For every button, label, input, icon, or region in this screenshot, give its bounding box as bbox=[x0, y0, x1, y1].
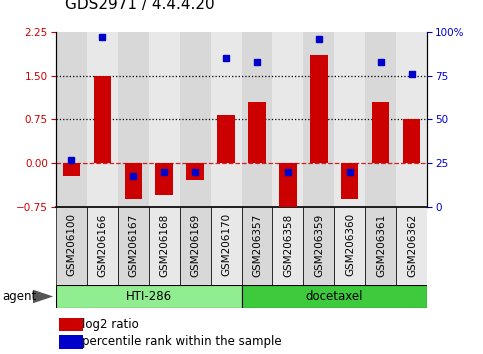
Bar bbox=[366, 32, 397, 207]
Bar bbox=[341, 163, 358, 200]
Bar bbox=[149, 32, 180, 207]
Bar bbox=[211, 32, 242, 207]
Bar bbox=[303, 32, 334, 207]
Bar bbox=[272, 207, 303, 285]
Bar bbox=[242, 285, 427, 308]
Text: GSM206168: GSM206168 bbox=[159, 213, 169, 276]
Text: GSM206357: GSM206357 bbox=[252, 213, 262, 276]
Bar bbox=[117, 207, 149, 285]
Bar bbox=[56, 32, 86, 207]
Bar bbox=[56, 285, 242, 308]
Bar bbox=[403, 120, 421, 163]
Text: GSM206100: GSM206100 bbox=[66, 213, 76, 276]
Bar bbox=[56, 207, 86, 285]
Bar bbox=[366, 207, 397, 285]
Bar bbox=[372, 102, 389, 163]
Polygon shape bbox=[33, 290, 53, 303]
Bar bbox=[117, 32, 149, 207]
Bar bbox=[248, 102, 266, 163]
Bar bbox=[211, 207, 242, 285]
Bar bbox=[59, 335, 83, 349]
Bar bbox=[62, 163, 80, 176]
Bar bbox=[149, 207, 180, 285]
Bar bbox=[242, 32, 272, 207]
Text: GSM206169: GSM206169 bbox=[190, 213, 200, 276]
Bar bbox=[334, 32, 366, 207]
Text: percentile rank within the sample: percentile rank within the sample bbox=[82, 336, 281, 348]
Text: log2 ratio: log2 ratio bbox=[82, 318, 138, 331]
Text: GSM206166: GSM206166 bbox=[97, 213, 107, 276]
Bar bbox=[186, 163, 203, 179]
Text: agent: agent bbox=[2, 290, 37, 303]
Text: GSM206167: GSM206167 bbox=[128, 213, 138, 276]
Text: GSM206359: GSM206359 bbox=[314, 213, 324, 276]
Text: HTI-286: HTI-286 bbox=[126, 290, 171, 303]
Text: GDS2971 / 4.4.4.20: GDS2971 / 4.4.4.20 bbox=[65, 0, 215, 12]
Bar bbox=[272, 32, 303, 207]
Bar bbox=[280, 163, 297, 213]
Bar bbox=[397, 32, 427, 207]
Bar bbox=[334, 207, 366, 285]
Text: GSM206170: GSM206170 bbox=[221, 213, 231, 276]
Text: docetaxel: docetaxel bbox=[306, 290, 363, 303]
Bar bbox=[156, 163, 172, 195]
Bar bbox=[94, 76, 111, 163]
Bar bbox=[242, 207, 272, 285]
Bar bbox=[86, 207, 117, 285]
Bar bbox=[180, 32, 211, 207]
Text: GSM206358: GSM206358 bbox=[283, 213, 293, 276]
Bar bbox=[397, 207, 427, 285]
Bar bbox=[125, 163, 142, 200]
Bar bbox=[86, 32, 117, 207]
Bar bbox=[303, 207, 334, 285]
Text: GSM206361: GSM206361 bbox=[376, 213, 386, 276]
Bar bbox=[59, 318, 83, 331]
Text: GSM206362: GSM206362 bbox=[407, 213, 417, 276]
Bar bbox=[311, 55, 327, 163]
Bar bbox=[180, 207, 211, 285]
Bar bbox=[217, 115, 235, 163]
Text: GSM206360: GSM206360 bbox=[345, 213, 355, 276]
